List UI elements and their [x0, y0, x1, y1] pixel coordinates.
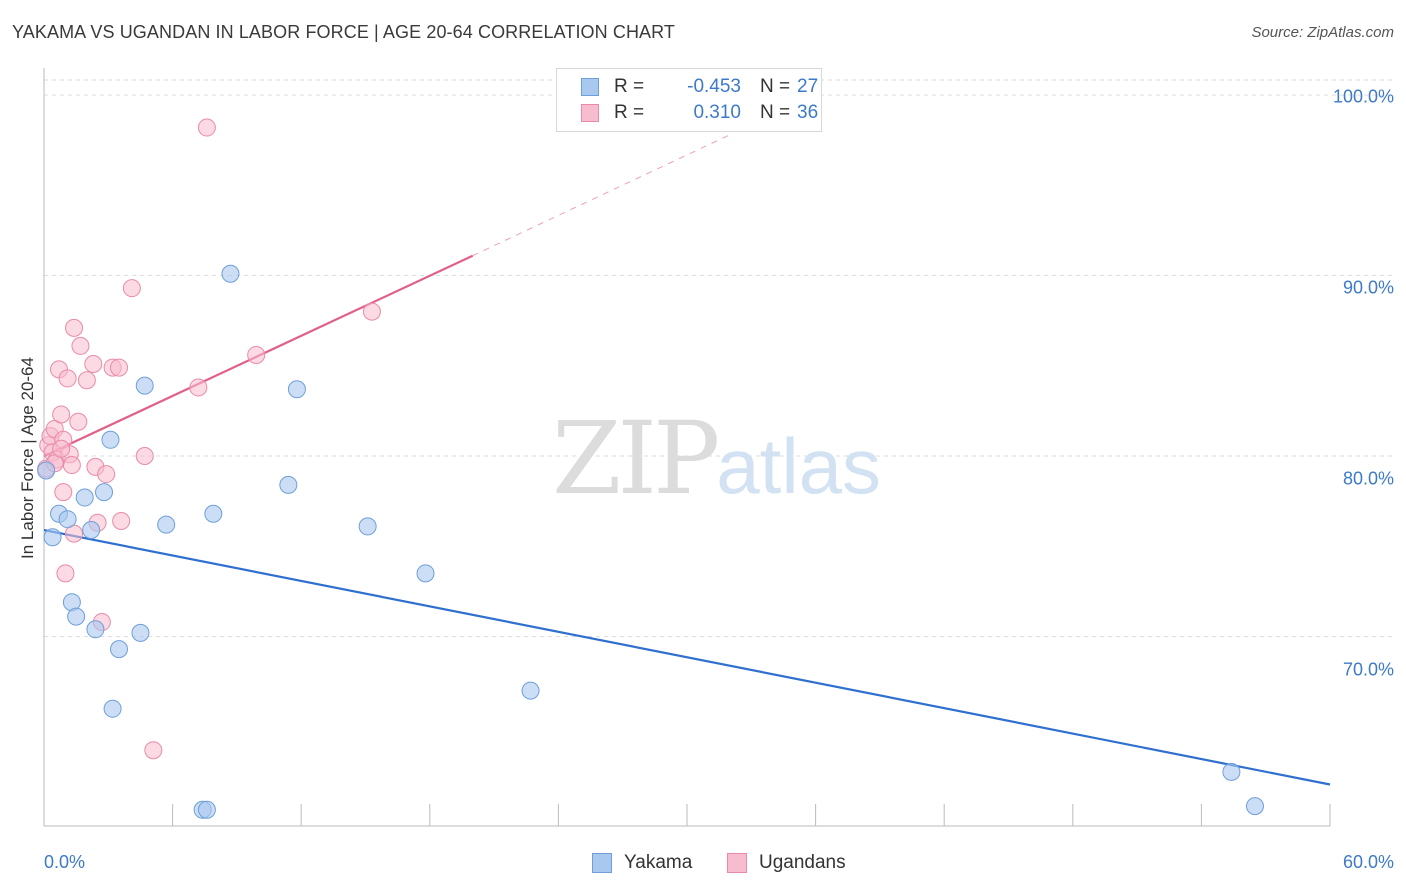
ugandans-point: [112, 511, 131, 530]
yakama-point: [103, 699, 122, 718]
source-label: Source: ZipAtlas.com: [1251, 24, 1394, 41]
x-tick-label-60: 60.0%: [1342, 852, 1394, 872]
ugandans-point: [122, 279, 141, 298]
ugandans-swatch: [581, 104, 599, 122]
ugandans-point: [77, 371, 96, 390]
yakama-point: [197, 800, 216, 819]
yakama-point: [204, 504, 223, 523]
yakama-point: [279, 475, 298, 494]
y-tick-label-100: 100.0%: [1332, 86, 1394, 107]
y-tick-label-80: 80.0%: [1342, 468, 1394, 489]
yakama-point: [86, 620, 105, 639]
yakama-point: [95, 483, 114, 502]
watermark-zip: ZIP: [552, 400, 720, 517]
yakama-legend-swatch: [592, 853, 612, 873]
yakama-point: [43, 528, 62, 547]
legend-n-label: N =: [760, 76, 791, 97]
ugandans-point: [52, 405, 71, 424]
yakama-point: [358, 517, 377, 536]
ugandans-point: [56, 564, 75, 583]
ugandans-point: [65, 318, 84, 337]
yakama-point: [521, 681, 540, 700]
ugandans-legend-label: Ugandans: [759, 852, 846, 873]
y-axis-label: In Labor Force | Age 20-64: [18, 357, 37, 559]
yakama-point: [1245, 797, 1264, 816]
legend-n-label: N =: [760, 102, 791, 123]
ugandans-point: [84, 354, 103, 373]
ugandans-point: [71, 336, 90, 355]
gridlines: [44, 79, 1392, 637]
yakama-point: [75, 488, 94, 507]
yakama-point: [157, 515, 176, 534]
yakama-point: [58, 510, 77, 529]
legend-r-value: -0.453: [687, 76, 741, 97]
x-tick-label-0: 0.0%: [44, 852, 86, 872]
yakama-point: [82, 521, 101, 540]
ugandans-point: [52, 439, 71, 458]
ugandans-trend-extension: [472, 134, 731, 257]
watermark-atlas: atlas: [716, 422, 882, 510]
legend-r-value: 0.310: [693, 102, 741, 123]
ugandans-point: [197, 118, 216, 137]
legend-r-label: R =: [614, 102, 645, 123]
yakama-point: [1222, 762, 1241, 781]
ugandans-point: [247, 345, 266, 364]
legend-r-label: R =: [614, 76, 645, 97]
yakama-point: [110, 640, 129, 659]
ugandans-point: [62, 456, 81, 475]
ugandans-legend-swatch: [727, 853, 747, 873]
yakama-point: [101, 430, 120, 449]
y-tick-label-90: 90.0%: [1342, 277, 1394, 298]
ugandans-point: [110, 358, 129, 377]
chart-title: YAKAMA VS UGANDAN IN LABOR FORCE | AGE 2…: [12, 22, 676, 42]
correlation-legend: R = -0.453 N = 27 R = 0.310 N = 36: [556, 68, 822, 132]
ugandans-point: [189, 378, 208, 397]
yakama-point: [416, 564, 435, 583]
yakama-trend-line: [43, 528, 1331, 786]
ugandans-point: [58, 369, 77, 388]
ugandans-point: [135, 447, 154, 466]
ugandans-point: [54, 483, 73, 502]
legend-n-value: 27: [797, 76, 819, 97]
ugandans-point: [97, 465, 116, 484]
yakama-point: [221, 264, 240, 283]
yakama-point: [37, 461, 56, 480]
yakama-swatch: [581, 78, 599, 96]
yakama-point: [131, 623, 150, 642]
y-tick-label-70: 70.0%: [1342, 659, 1394, 680]
watermark: ZIPatlas: [552, 400, 881, 517]
yakama-point: [67, 607, 86, 626]
legend-n-value: 36: [797, 102, 819, 123]
yakama-point: [287, 380, 306, 399]
ugandans-point: [144, 741, 163, 760]
ugandans-point: [362, 302, 381, 321]
yakama-legend-label: Yakama: [624, 852, 693, 873]
data-points: [37, 118, 1264, 819]
yakama-point: [135, 376, 154, 395]
ugandans-point: [69, 412, 88, 431]
